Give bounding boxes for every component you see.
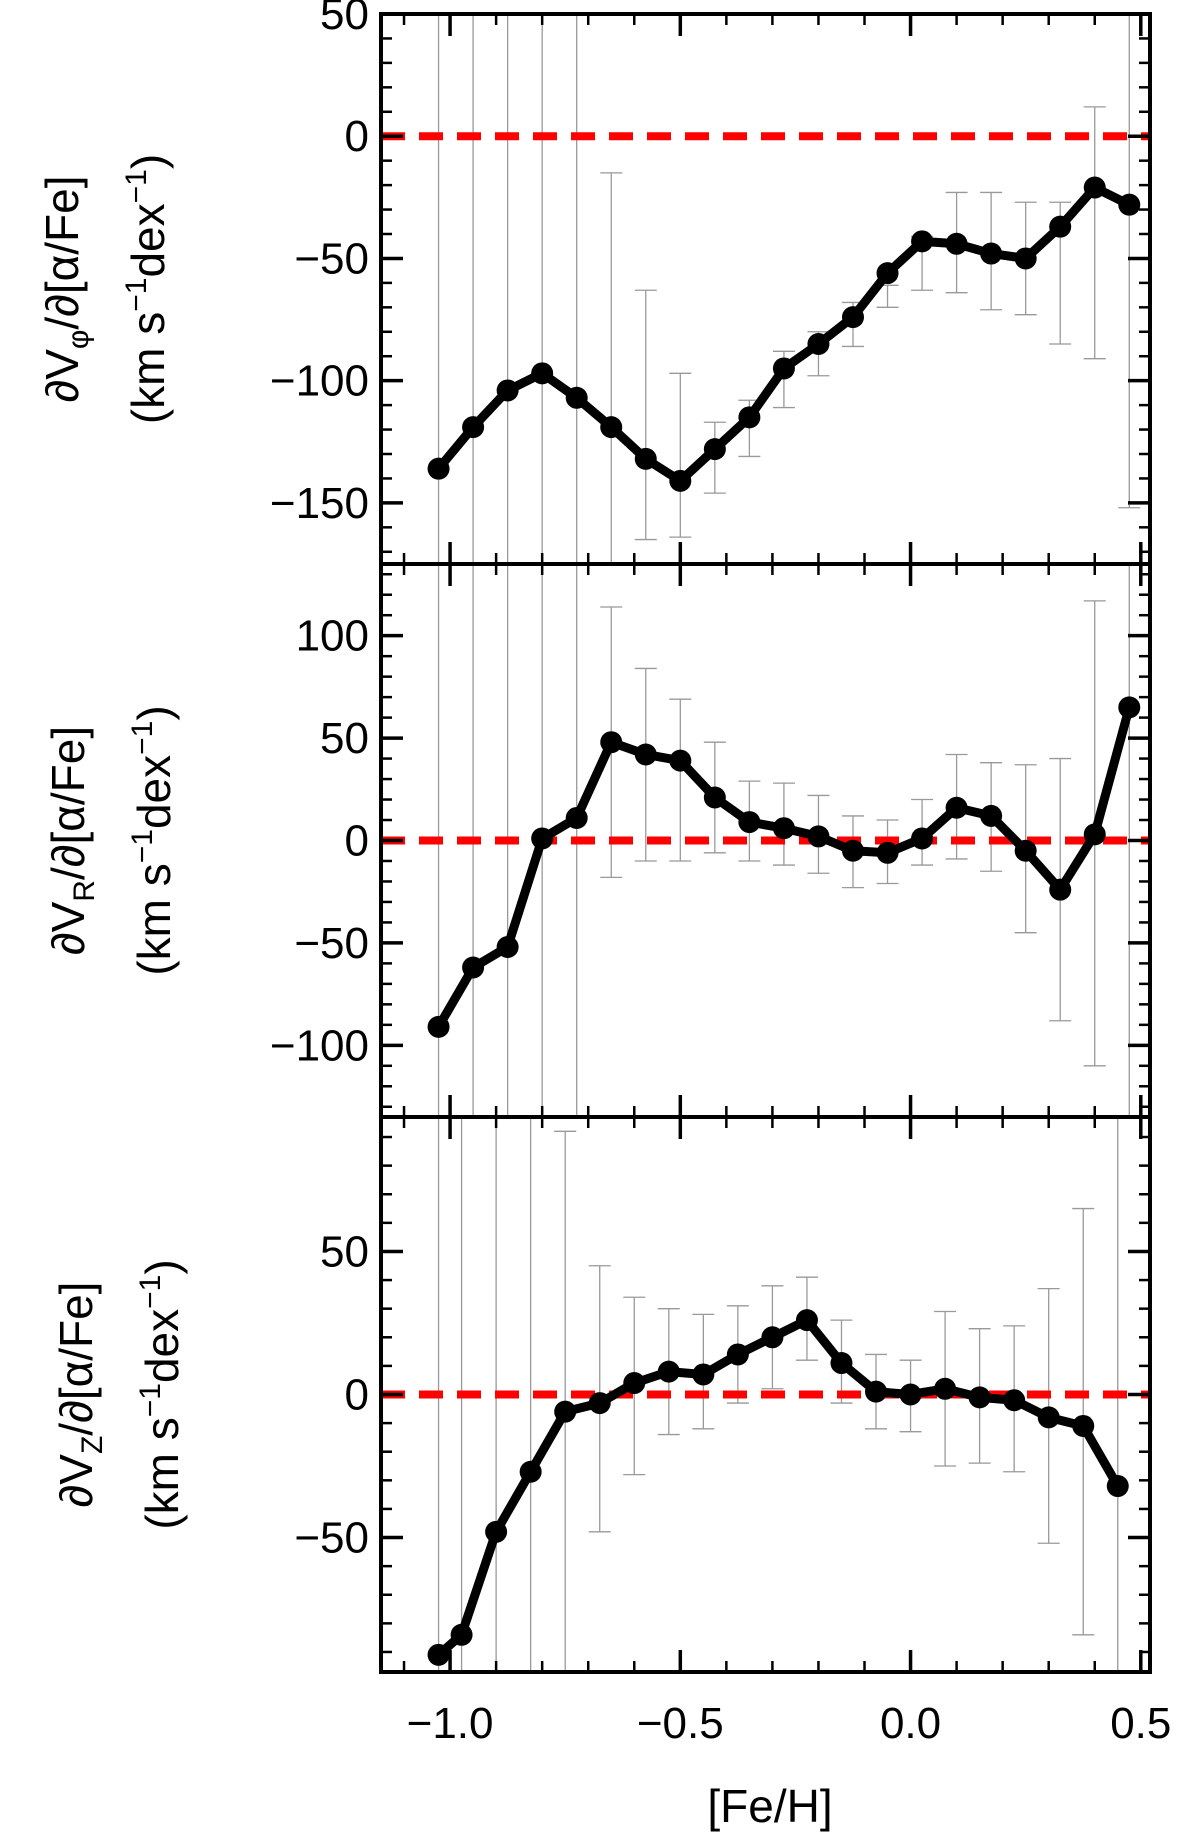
- data-point: [669, 749, 692, 772]
- y-tick-label: 0: [345, 112, 369, 161]
- y-tick-label: −50: [294, 1514, 369, 1563]
- data-point: [980, 804, 1003, 827]
- data-point: [565, 386, 588, 409]
- data-point: [692, 1363, 715, 1386]
- data-point: [807, 333, 830, 355]
- data-point: [772, 357, 795, 380]
- y-axis-title-line2: (km s−1dex−1): [120, 154, 174, 424]
- data-point: [1014, 839, 1037, 862]
- data-point: [726, 1343, 749, 1366]
- data-point: [968, 1386, 991, 1409]
- y-tick-label: −50: [294, 919, 369, 968]
- data-point: [703, 786, 726, 809]
- series-line: [435, 1315, 1122, 1659]
- y-axis-title-line2: (km s−1dex−1): [134, 1259, 188, 1529]
- data-point: [807, 825, 830, 848]
- data-point: [634, 447, 657, 470]
- data-point: [554, 1400, 577, 1423]
- y-axis-title-line2: (km s−1dex−1): [126, 705, 180, 975]
- y-tick-label: 50: [320, 1227, 369, 1276]
- data-point: [1003, 1389, 1026, 1412]
- data-point: [772, 817, 795, 840]
- data-point: [485, 1520, 508, 1543]
- x-tick-label: 0.0: [880, 1699, 941, 1748]
- data-point: [600, 731, 623, 754]
- panel-middle: 100 50 0 −50 −100 ∂VR/∂[α/Fe] (km s−1dex−1): [42, 562, 1152, 1119]
- data-point: [911, 827, 934, 850]
- data-point: [1049, 878, 1072, 901]
- data-point: [1118, 696, 1141, 719]
- data-point: [761, 1326, 784, 1349]
- data-point: [669, 469, 692, 492]
- panel-bottom: 50 0 −50 ∂VZ/∂[α/Fe] (km s−1dex−1) −1.0 −0.5 0.…: [50, 1115, 1171, 1748]
- data-point: [623, 1372, 646, 1395]
- data-point: [738, 811, 761, 834]
- data-point: [703, 438, 726, 461]
- data-point: [738, 406, 761, 429]
- data-point: [1049, 215, 1072, 238]
- data-point: [427, 1643, 450, 1666]
- data-point: [519, 1460, 542, 1483]
- data-point: [657, 1360, 680, 1383]
- data-point: [945, 796, 968, 819]
- data-point: [841, 306, 864, 329]
- data-point: [531, 827, 554, 850]
- data-point: [795, 1309, 818, 1332]
- panels: 500−50−100−150∂Vφ/∂[α/Fe](km s−1dex−1)10…: [36, 0, 1171, 1748]
- data-point: [565, 806, 588, 829]
- y-tick-label: −150: [270, 479, 369, 528]
- plot-frame: [379, 12, 1152, 566]
- y-tick-label: 100: [296, 612, 369, 661]
- y-tick-label: 0: [345, 1371, 369, 1420]
- data-point: [462, 416, 485, 439]
- data-point: [876, 841, 899, 864]
- data-point: [830, 1352, 853, 1375]
- data-point: [634, 743, 657, 766]
- data-point: [427, 457, 450, 480]
- data-point: [1037, 1406, 1060, 1429]
- y-tick-label: −100: [270, 357, 369, 406]
- data-point: [462, 956, 485, 979]
- data-point: [450, 1623, 473, 1646]
- data-point: [531, 362, 554, 385]
- y-tick-label: 0: [345, 817, 369, 866]
- data-point: [588, 1392, 611, 1415]
- y-tick-label: −50: [294, 234, 369, 283]
- data-point: [899, 1383, 922, 1406]
- data-point: [911, 230, 934, 253]
- data-point: [496, 379, 519, 402]
- data-point: [945, 232, 968, 255]
- y-axis-title-line1: ∂VZ/∂[α/Fe]: [50, 1282, 109, 1508]
- data-point: [496, 936, 519, 959]
- y-tick-label: 50: [320, 0, 369, 39]
- x-tick-label: −0.5: [637, 1699, 724, 1748]
- x-tick-label: 0.5: [1110, 1699, 1171, 1748]
- data-point: [876, 262, 899, 285]
- y-tick-label: −100: [270, 1021, 369, 1070]
- data-point: [980, 242, 1003, 265]
- y-axis-title-line1: ∂VR/∂[α/Fe]: [42, 726, 101, 955]
- data-point: [600, 416, 623, 439]
- data-point: [1118, 193, 1141, 216]
- x-axis-title: [Fe/H]: [707, 1780, 832, 1832]
- data-point: [865, 1380, 888, 1403]
- y-tick-label: 50: [320, 714, 369, 763]
- data-point: [934, 1377, 957, 1400]
- data-point: [1083, 176, 1106, 199]
- panel-top: 50 0 −50 −100 −150 ∂Vφ/∂[α/Fe] (km s−1dex−1): [36, 0, 1152, 566]
- data-point: [841, 839, 864, 862]
- data-point: [427, 1015, 450, 1038]
- y-axis-title-line1: ∂Vφ/∂[α/Fe]: [36, 175, 95, 402]
- data-point: [1014, 247, 1037, 270]
- data-point: [1106, 1475, 1129, 1498]
- x-tick-label: −1.0: [407, 1699, 494, 1748]
- data-point: [1072, 1414, 1095, 1437]
- data-point: [1083, 823, 1106, 846]
